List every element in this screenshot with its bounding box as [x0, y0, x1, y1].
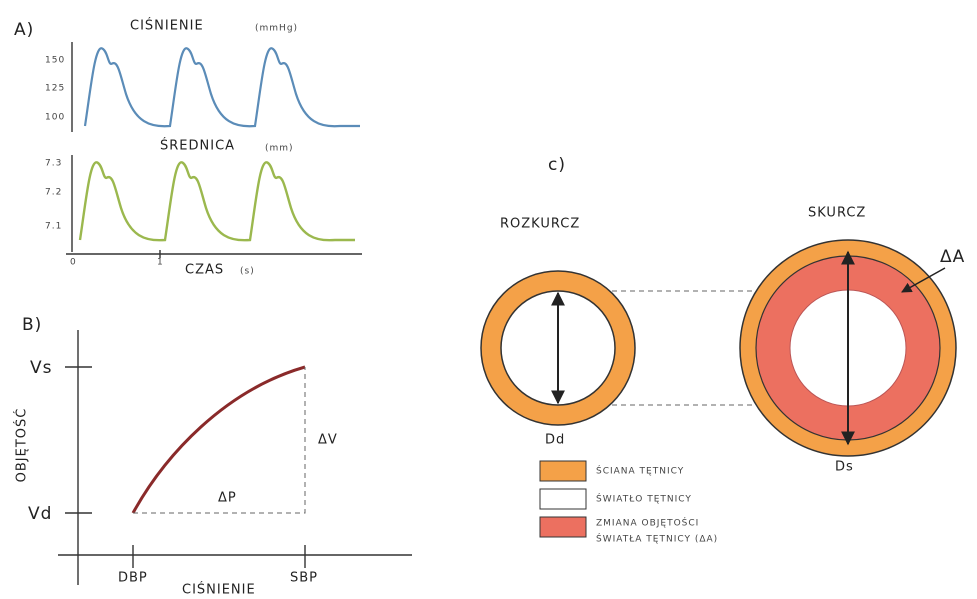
x-title: CIŚNIENIE	[182, 582, 256, 598]
tick-label: 125	[45, 84, 65, 94]
x-title: CZAS	[185, 263, 224, 278]
pressure-title: CIŚNIENIE	[130, 18, 204, 34]
panel-label: B)	[22, 315, 42, 335]
tick-label: DBP	[118, 571, 148, 586]
panel-label: A)	[14, 20, 34, 40]
diastole-title: ROZKURCZ	[500, 217, 580, 232]
x-unit: (s)	[240, 267, 255, 277]
systole-title: SKURCZ	[808, 206, 866, 221]
delta-p: ΔP	[218, 491, 237, 506]
tick-label: 1	[157, 258, 164, 268]
legend-label: ŚWIATŁO TĘTNICY	[596, 493, 692, 505]
diameter-label: Ds	[835, 460, 854, 475]
diameter-unit: (mm)	[265, 144, 294, 154]
tick-label: 7.1	[45, 222, 62, 232]
diameter-label: Dd	[545, 433, 565, 448]
legend-label: ŚCIANA TĘTNICY	[596, 465, 684, 477]
legend-swatch	[540, 461, 586, 481]
diameter-title: ŚREDNICA	[160, 138, 235, 154]
tick-label: SBP	[290, 571, 318, 586]
tick-label: 7.3	[45, 159, 62, 169]
legend-label: ŚWIATŁA TĘTNICY (ΔA)	[596, 533, 718, 545]
legend-label: ZMIANA OBJĘTOŚCI	[596, 517, 699, 529]
diagram: A) CIŚNIENIE (mmHg) 150 125 100 ŚREDNICA…	[0, 0, 977, 599]
panel-label: c)	[548, 155, 566, 175]
delta-v: ΔV	[318, 433, 338, 448]
page: {"panel_a": {"label": "A)", "pressure": …	[0, 0, 977, 599]
tick-label: Vd	[28, 504, 52, 524]
tick-label: Vs	[30, 358, 53, 378]
tick-label: 150	[45, 56, 65, 66]
y-title: OBJĘTOŚĆ	[14, 408, 30, 483]
tick-label: 100	[45, 113, 65, 123]
tick-label: 7.2	[45, 188, 62, 198]
delta-a: ΔA	[940, 247, 965, 267]
legend-swatch	[540, 517, 586, 537]
pressure-unit: (mmHg)	[255, 24, 298, 34]
diameter-wave	[80, 162, 355, 240]
legend-swatch	[540, 489, 586, 509]
tick-label: 0	[70, 258, 77, 268]
pressure-wave	[85, 48, 360, 126]
